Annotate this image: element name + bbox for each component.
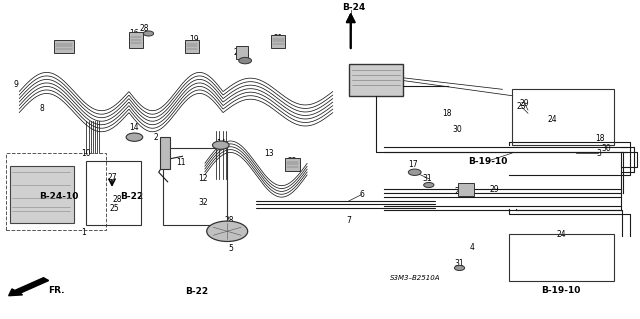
- Text: 31: 31: [454, 259, 465, 268]
- Circle shape: [126, 133, 143, 141]
- Text: 16: 16: [129, 29, 140, 38]
- Text: 21: 21: [274, 34, 283, 43]
- Text: B-22: B-22: [185, 287, 208, 296]
- Text: 18: 18: [595, 134, 604, 143]
- Text: 12: 12: [198, 174, 207, 183]
- Circle shape: [454, 265, 465, 271]
- Circle shape: [143, 31, 154, 36]
- Text: B-24: B-24: [342, 4, 365, 12]
- Text: 8: 8: [39, 104, 44, 113]
- Text: 17: 17: [408, 160, 418, 169]
- Text: 24: 24: [556, 230, 566, 239]
- Text: 1: 1: [81, 228, 86, 237]
- Text: 32: 32: [198, 198, 209, 207]
- Text: 28: 28: [113, 195, 122, 204]
- Text: 10: 10: [81, 149, 92, 158]
- Bar: [6, 153, 106, 230]
- Text: S3M3–B2510A: S3M3–B2510A: [390, 275, 440, 280]
- Text: 6: 6: [359, 190, 364, 199]
- Text: 3: 3: [596, 149, 601, 158]
- Text: 30: 30: [601, 144, 611, 153]
- Text: 28: 28: [140, 24, 149, 33]
- Bar: [509, 234, 614, 281]
- Text: 29: 29: [520, 99, 530, 108]
- Text: 23: 23: [454, 187, 465, 196]
- Bar: [86, 161, 141, 225]
- Text: FR.: FR.: [48, 286, 65, 295]
- Bar: [271, 35, 285, 48]
- Text: 19: 19: [189, 35, 199, 44]
- Circle shape: [424, 182, 434, 188]
- Text: 26: 26: [240, 51, 250, 60]
- Text: B-22: B-22: [120, 192, 143, 201]
- Bar: [512, 89, 614, 145]
- Text: 23: 23: [516, 102, 527, 111]
- Bar: [349, 64, 403, 96]
- Text: 30: 30: [452, 125, 463, 134]
- Bar: [163, 148, 227, 225]
- Circle shape: [212, 141, 229, 149]
- Text: 5: 5: [228, 244, 233, 253]
- Text: 14: 14: [216, 139, 226, 148]
- Text: 18: 18: [442, 109, 451, 118]
- Bar: [129, 32, 143, 48]
- Text: 25: 25: [109, 204, 119, 213]
- Text: 4: 4: [470, 243, 475, 252]
- Bar: [160, 137, 170, 169]
- Text: B-19-10: B-19-10: [468, 157, 508, 166]
- Circle shape: [408, 169, 421, 175]
- Bar: [285, 158, 300, 171]
- Text: B-19-10: B-19-10: [541, 286, 580, 295]
- Bar: [10, 166, 74, 223]
- Text: 11: 11: [177, 158, 186, 167]
- FancyArrow shape: [9, 278, 49, 296]
- Circle shape: [207, 221, 248, 241]
- Text: 2: 2: [153, 133, 158, 142]
- Bar: [236, 46, 248, 59]
- Text: 14: 14: [129, 123, 140, 132]
- Bar: [185, 40, 199, 53]
- Text: 29: 29: [490, 185, 500, 194]
- Bar: [458, 183, 474, 196]
- Text: 22: 22: [288, 157, 297, 166]
- Bar: [54, 40, 74, 53]
- Text: B-24-10: B-24-10: [39, 192, 79, 201]
- Text: 15: 15: [59, 42, 69, 51]
- Text: 20: 20: [234, 48, 244, 57]
- Text: 9: 9: [13, 80, 19, 89]
- Text: 24: 24: [547, 115, 557, 124]
- Text: 7: 7: [346, 216, 351, 225]
- Text: 13: 13: [264, 149, 274, 158]
- Text: 27: 27: [107, 173, 117, 182]
- Circle shape: [239, 57, 252, 64]
- Text: 28: 28: [225, 216, 234, 225]
- Text: 31: 31: [422, 174, 432, 183]
